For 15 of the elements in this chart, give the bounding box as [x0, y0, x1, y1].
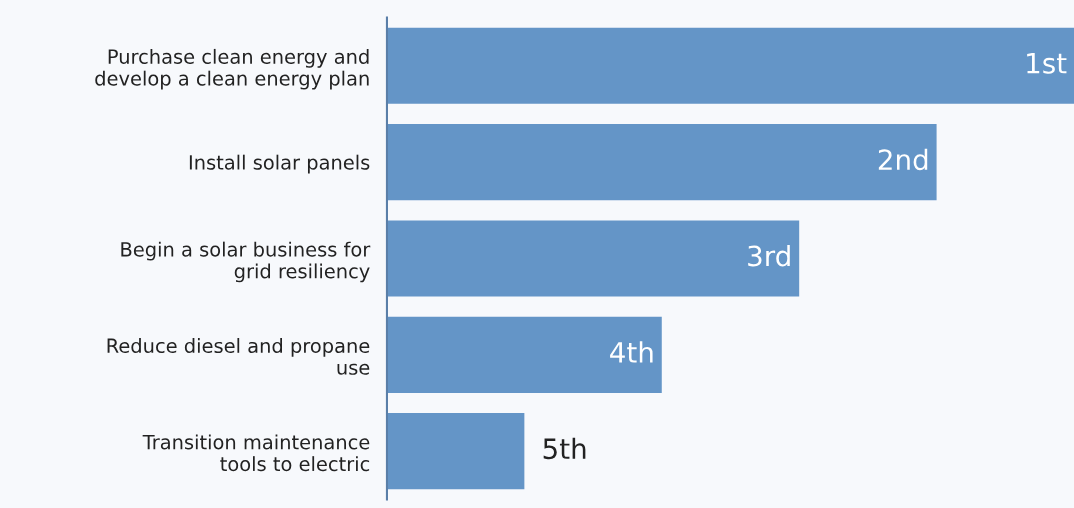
bar: [386, 220, 800, 297]
y-tick-label: Begin a solar business for grid resiliency: [121, 241, 371, 283]
annotation: 2nd: [878, 148, 928, 171]
bar: [386, 316, 662, 393]
y-tick-label: Transition maintenance tools to electric: [142, 434, 370, 472]
annotation: 1st: [1027, 53, 1067, 74]
annotation: 4th: [610, 341, 653, 363]
y-tick-label: Purchase clean energy and develop a clean energy plan: [95, 48, 369, 90]
y-tick-label: Install solar panels: [189, 154, 370, 174]
annotation: 3rd: [748, 245, 790, 267]
bar: [386, 413, 525, 490]
y-tick-label: Reduce diesel and propane use: [107, 338, 370, 375]
bar: [386, 124, 937, 201]
annotation: 5th: [543, 437, 586, 460]
bar: [386, 27, 1074, 104]
